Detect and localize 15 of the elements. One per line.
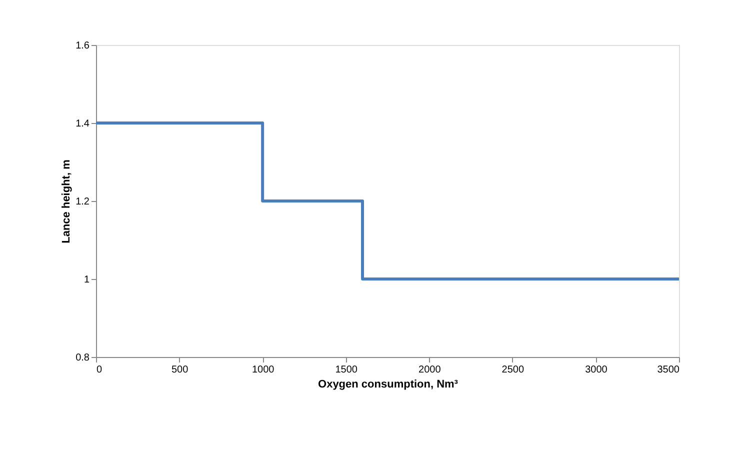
y-tick-label: 1.6 bbox=[76, 40, 90, 52]
x-axis-title: Oxygen consumption, Nm³ bbox=[318, 378, 458, 390]
y-tick-label: 1.4 bbox=[76, 118, 90, 130]
x-tick-label: 1000 bbox=[252, 364, 275, 376]
x-tick-label: 500 bbox=[171, 364, 189, 376]
x-tick-label: 2500 bbox=[502, 364, 524, 376]
x-tick-label: 2000 bbox=[418, 364, 442, 376]
y-tick-label: 1 bbox=[84, 274, 90, 286]
x-tick-label: 1500 bbox=[335, 364, 358, 376]
x-tick-label: 0 bbox=[96, 364, 102, 376]
x-tick-label: 3000 bbox=[585, 364, 608, 376]
x-tick-label: 3500 bbox=[657, 364, 680, 376]
y-tick-label: 1.2 bbox=[76, 196, 90, 208]
y-tick-label: 0.8 bbox=[76, 352, 90, 364]
y-axis-title: Lance height, m bbox=[60, 159, 73, 244]
